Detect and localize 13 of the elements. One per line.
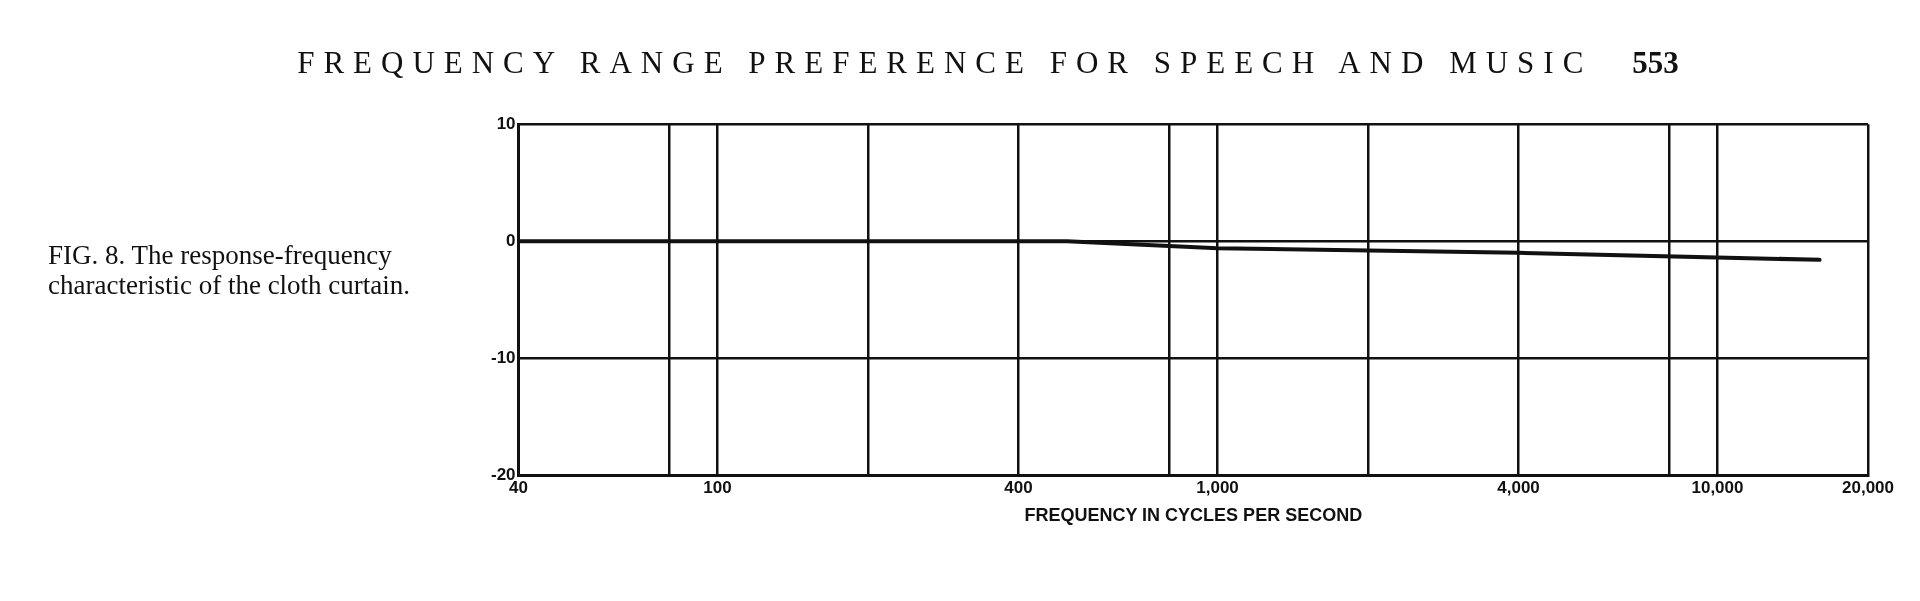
x-axis-title: FREQUENCY IN CYCLES PER SECOND xyxy=(1024,505,1363,526)
x-tick-label: 4,000 xyxy=(1497,477,1540,497)
x-tick-label: 400 xyxy=(1004,477,1033,497)
x-tick-label: 10,000 xyxy=(1691,477,1744,497)
y-tick-label: 0 xyxy=(506,230,516,250)
chart-title: FREQUENCY RANGE PREFERENCE FOR SPEECH AND MUSIC xyxy=(297,45,1593,81)
text: 553 xyxy=(1632,45,1679,81)
x-tick-label: 1,000 xyxy=(1196,477,1239,497)
y-tick-label: -10 xyxy=(490,347,516,367)
x-tick-label: 100 xyxy=(703,477,732,497)
y-tick-label: 10 xyxy=(496,113,516,133)
caption: FIG. 8. The response-frequency characteristic of the cloth curtain. xyxy=(48,240,412,301)
x-tick-label: 20,000 xyxy=(1842,477,1894,497)
